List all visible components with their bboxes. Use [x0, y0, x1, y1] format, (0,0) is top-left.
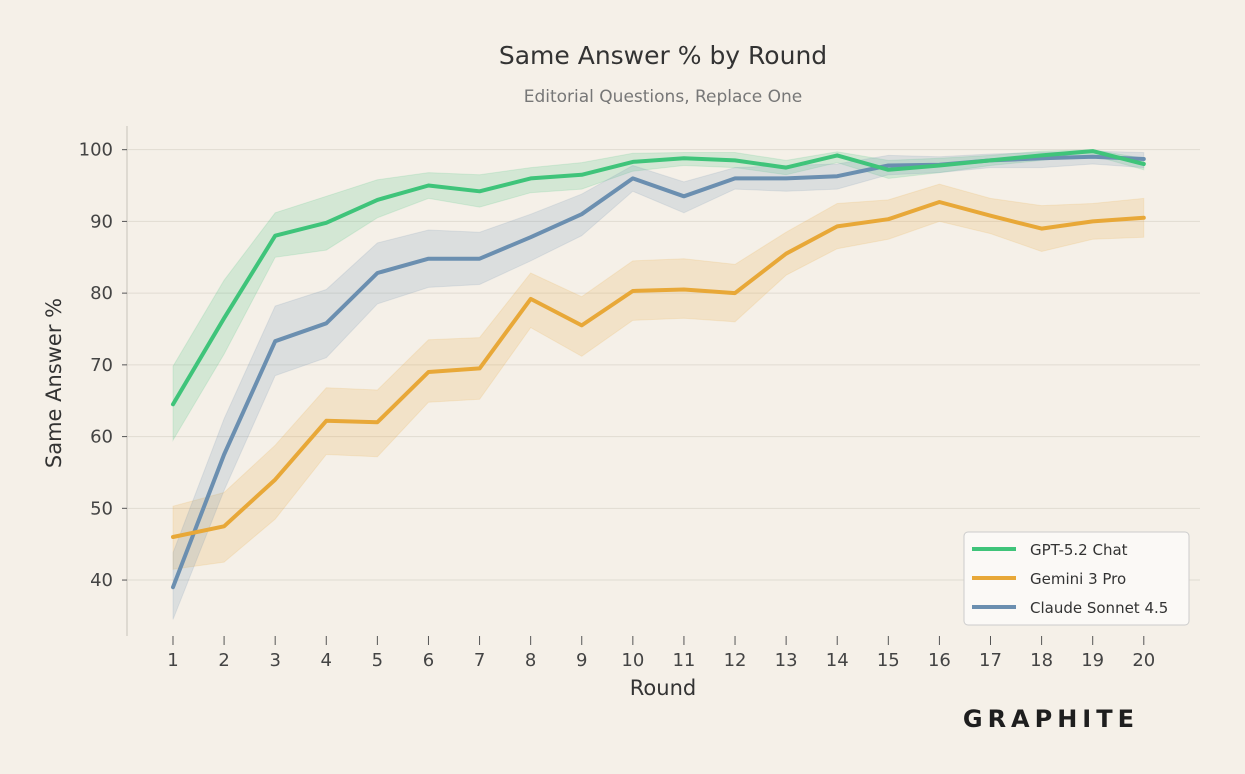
legend-label-claude-sonnet-4-5: Claude Sonnet 4.5	[1030, 599, 1168, 617]
x-tick-label: 14	[826, 650, 849, 671]
legend-label-gemini-3-pro: Gemini 3 Pro	[1030, 570, 1126, 588]
line-gpt-5-2-chat	[171, 149, 1146, 407]
series-lines	[171, 149, 1146, 590]
x-tick-label: 17	[979, 650, 1002, 671]
x-tick-label: 16	[928, 650, 951, 671]
x-tick-label: 1	[167, 650, 178, 671]
x-axis-ticks: 1 2 3 4 5 6 7 8 9 10 11 12 13 14 15 16 17 18 19 20	[167, 636, 1155, 671]
y-tick-label: 90	[90, 211, 113, 232]
y-tick-label: 50	[90, 498, 113, 519]
y-tick-label: 100	[79, 140, 113, 161]
x-tick-label: 5	[372, 650, 383, 671]
legend: GPT-5.2 Chat Gemini 3 Pro Claude Sonnet 4.…	[963, 531, 1190, 626]
chart-title: Same Answer % by Round	[499, 41, 827, 70]
graphite-logo: GRAPHITE	[963, 705, 1139, 733]
x-tick-label: 10	[621, 650, 644, 671]
y-axis-ticks: 40 50 60 70 80 90 100	[79, 140, 127, 591]
confidence-bands	[172, 149, 1145, 620]
x-tick-label: 13	[775, 650, 798, 671]
line-gemini-3-pro	[171, 200, 1146, 539]
y-tick-label: 70	[90, 355, 113, 376]
x-tick-label: 9	[576, 650, 587, 671]
x-tick-label: 12	[724, 650, 747, 671]
y-tick-label: 80	[90, 283, 113, 304]
legend-box	[963, 531, 1190, 626]
x-tick-label: 19	[1081, 650, 1104, 671]
band-gpt-5-2-chat	[172, 149, 1145, 443]
band-claude-sonnet-4-5	[172, 150, 1145, 620]
band-gemini-3-pro	[172, 183, 1145, 570]
x-tick-label: 4	[321, 650, 332, 671]
x-tick-label: 20	[1132, 650, 1155, 671]
y-tick-label: 60	[90, 427, 113, 448]
x-tick-label: 11	[672, 650, 695, 671]
x-tick-label: 7	[474, 650, 485, 671]
x-axis-label: Round	[630, 676, 696, 700]
y-axis-label: Same Answer %	[42, 298, 66, 468]
grid-lines	[127, 149, 1200, 581]
x-tick-label: 8	[525, 650, 536, 671]
chart-subtitle: Editorial Questions, Replace One	[524, 87, 803, 107]
x-tick-label: 15	[877, 650, 900, 671]
y-tick-label: 40	[90, 570, 113, 591]
legend-label-gpt-5-2-chat: GPT-5.2 Chat	[1030, 541, 1128, 559]
x-tick-label: 18	[1030, 650, 1053, 671]
x-tick-label: 3	[269, 650, 280, 671]
x-tick-label: 6	[423, 650, 434, 671]
x-tick-label: 2	[218, 650, 229, 671]
